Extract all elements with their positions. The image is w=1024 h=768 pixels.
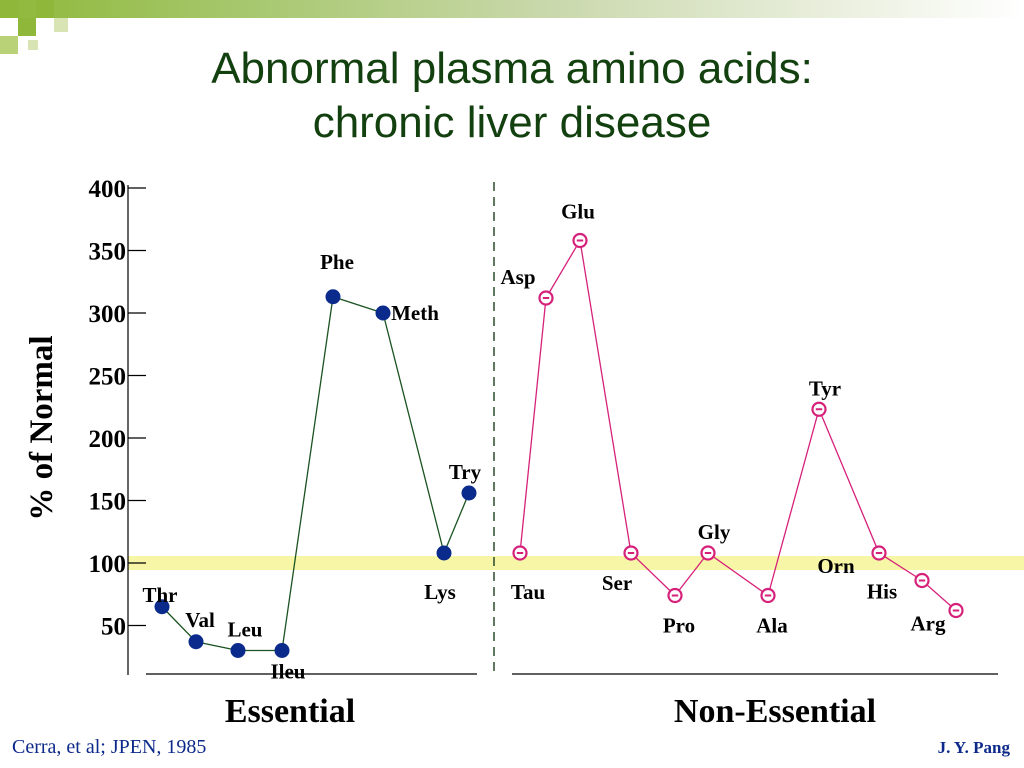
- series-line-essential: [161, 295, 470, 652]
- point-label-ileu: Ileu: [270, 660, 305, 684]
- marker-try: [461, 485, 477, 501]
- slide-title: Abnormal plasma amino acids: chronic liv…: [0, 42, 1024, 150]
- y-tick-label: 200: [89, 426, 127, 453]
- y-tick-label: 100: [89, 551, 127, 578]
- marker-ileu: [274, 643, 290, 658]
- point-label-arg: Arg: [911, 612, 946, 636]
- marker-phe: [325, 289, 341, 305]
- point-label-orn: Orn: [817, 554, 855, 578]
- point-label-leu: Leu: [227, 618, 262, 642]
- y-tick-label: 50: [101, 614, 126, 641]
- y-tick-label: 150: [89, 489, 127, 516]
- header-decoration-bar: [0, 0, 1024, 18]
- point-label-tau: Tau: [511, 580, 546, 604]
- point-label-lys: Lys: [424, 580, 456, 604]
- point-label-phe: Phe: [320, 250, 354, 274]
- marker-thr: [154, 599, 170, 615]
- point-label-thr: Thr: [142, 583, 177, 607]
- point-label-val: Val: [185, 608, 215, 632]
- point-label-asp: Asp: [500, 265, 535, 289]
- title-line-1: Abnormal plasma amino acids:: [211, 44, 813, 93]
- point-label-ala: Ala: [756, 614, 788, 638]
- y-axis-label: % of Normal: [24, 335, 60, 520]
- point-label-try: Try: [449, 460, 482, 484]
- y-tick-label: 300: [89, 301, 127, 328]
- citation: Cerra, et al; JPEN, 1985: [12, 736, 207, 758]
- point-label-glu: Glu: [561, 200, 595, 224]
- marker-leu: [230, 643, 246, 658]
- marker-meth: [375, 305, 391, 321]
- point-label-meth: Meth: [391, 301, 439, 325]
- marker-lys: [436, 545, 452, 561]
- y-tick-label: 250: [89, 364, 127, 391]
- point-label-ser: Ser: [602, 571, 632, 595]
- point-label-tyr: Tyr: [809, 376, 841, 400]
- marker-val: [188, 634, 204, 650]
- y-tick-label: 350: [89, 239, 127, 266]
- point-label-gly: Gly: [698, 520, 731, 544]
- group-label-essential: Essential: [225, 693, 355, 730]
- reference-band: [128, 556, 1024, 570]
- y-tick-label: 400: [89, 176, 127, 203]
- title-line-2: chronic liver disease: [312, 98, 712, 147]
- point-label-pro: Pro: [663, 614, 695, 638]
- series-line-nonessential: [519, 238, 957, 611]
- author: J. Y. Pang: [937, 738, 1010, 757]
- point-label-his: His: [867, 580, 897, 604]
- group-label-nonessential: Non-Essential: [674, 693, 876, 730]
